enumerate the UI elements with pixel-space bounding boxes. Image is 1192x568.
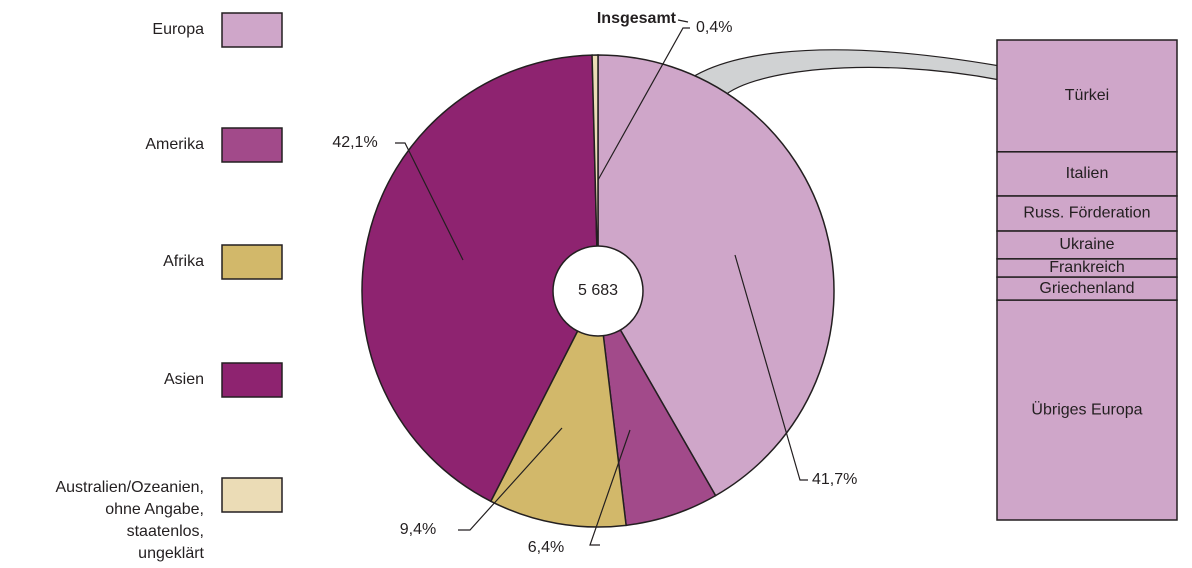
leader-line <box>589 429 631 546</box>
value-label: 0,4% <box>696 19 732 36</box>
legend-swatch <box>221 244 283 280</box>
bar-segment <box>996 151 1178 197</box>
legend-swatch <box>221 127 283 163</box>
center-hole <box>552 245 644 337</box>
legend-swatch <box>221 12 283 48</box>
pie-slice <box>361 54 599 503</box>
segment-label: Ukraine <box>1059 236 1114 253</box>
value-label: 42,1% <box>332 134 377 151</box>
segment-label: Griechenland <box>1039 280 1134 297</box>
leader-line <box>734 254 808 481</box>
segment-label: Italien <box>1066 165 1109 182</box>
value-label: 9,4% <box>400 521 436 538</box>
legend-label: Australien/Ozeanien, ohne Angabe, staate… <box>55 479 204 562</box>
bar-segment <box>996 299 1178 521</box>
value-label: 41,7% <box>812 471 857 488</box>
leader-line <box>395 142 464 261</box>
pie-slice <box>591 54 599 292</box>
bar-segment <box>996 39 1178 153</box>
legend-swatch <box>221 362 283 398</box>
legend-label: Afrika <box>163 253 204 270</box>
legend-label: Europa <box>152 21 204 38</box>
leader-line <box>458 427 563 531</box>
legend-label: Amerika <box>145 136 204 153</box>
center-label: 5 683 <box>578 282 618 299</box>
leader-line <box>597 27 690 181</box>
pie-slice <box>597 54 835 497</box>
legend-label: Asien <box>163 371 204 388</box>
segment-label: Frankreich <box>1049 259 1125 276</box>
bar-segment <box>996 230 1178 260</box>
annotation: Insgesamt <box>597 10 677 27</box>
value-label: 6,4% <box>528 539 564 556</box>
segment-label: Türkei <box>1065 87 1109 104</box>
pie-slice <box>489 288 627 528</box>
legend-swatch <box>221 477 283 513</box>
segment-label: Russ. Förderation <box>1023 205 1150 222</box>
segment-label: Übriges Europa <box>1031 400 1142 418</box>
annotation-dash <box>677 19 689 23</box>
